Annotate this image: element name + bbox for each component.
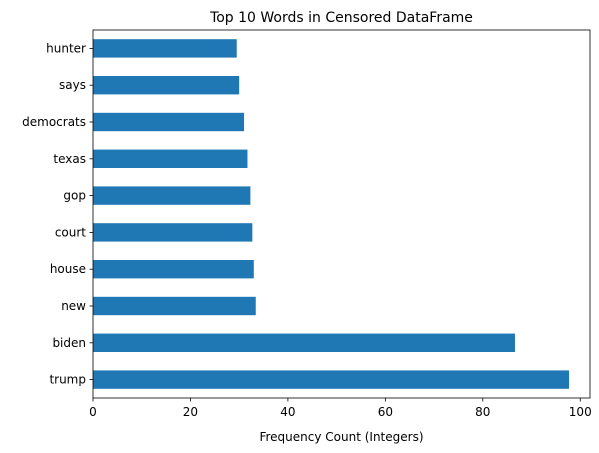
bar-court bbox=[93, 223, 253, 242]
plot-frame bbox=[92, 29, 591, 399]
bar-biden bbox=[93, 333, 515, 352]
bar-says bbox=[93, 76, 240, 95]
y-tick-label: democrats bbox=[22, 115, 86, 129]
y-tick-label: texas bbox=[53, 152, 86, 166]
y-tick-label: hunter bbox=[46, 41, 86, 55]
x-tick-label: 40 bbox=[280, 405, 295, 419]
y-tick-label: court bbox=[55, 225, 86, 239]
y-ticks-layer: hunter says democrats texas gop court house new… bbox=[22, 41, 93, 387]
x-tick-label: 60 bbox=[378, 405, 393, 419]
bars-layer bbox=[93, 39, 570, 389]
x-tick-label: 100 bbox=[569, 405, 592, 419]
bar-trump bbox=[93, 370, 570, 389]
x-tick-label: 0 bbox=[89, 405, 97, 419]
bar-gop bbox=[93, 186, 251, 205]
x-ticks-layer: 0 20 40 60 80 100 bbox=[89, 398, 592, 419]
bar-hunter bbox=[93, 39, 237, 58]
x-axis-label: Frequency Count (Integers) bbox=[259, 430, 423, 444]
bar-texas bbox=[93, 149, 248, 168]
x-tick-label: 80 bbox=[475, 405, 490, 419]
chart-title: Top 10 Words in Censored DataFrame bbox=[209, 10, 473, 26]
y-tick-label: new bbox=[61, 299, 86, 313]
y-tick-label: says bbox=[59, 78, 86, 92]
bar-house bbox=[93, 260, 254, 279]
bar-democrats bbox=[93, 112, 245, 132]
bar-new bbox=[93, 296, 256, 316]
y-tick-label: biden bbox=[52, 336, 86, 350]
y-tick-label: trump bbox=[49, 373, 86, 387]
y-tick-label: gop bbox=[63, 189, 86, 203]
y-tick-label: house bbox=[50, 262, 86, 276]
x-tick-label: 20 bbox=[183, 405, 198, 419]
